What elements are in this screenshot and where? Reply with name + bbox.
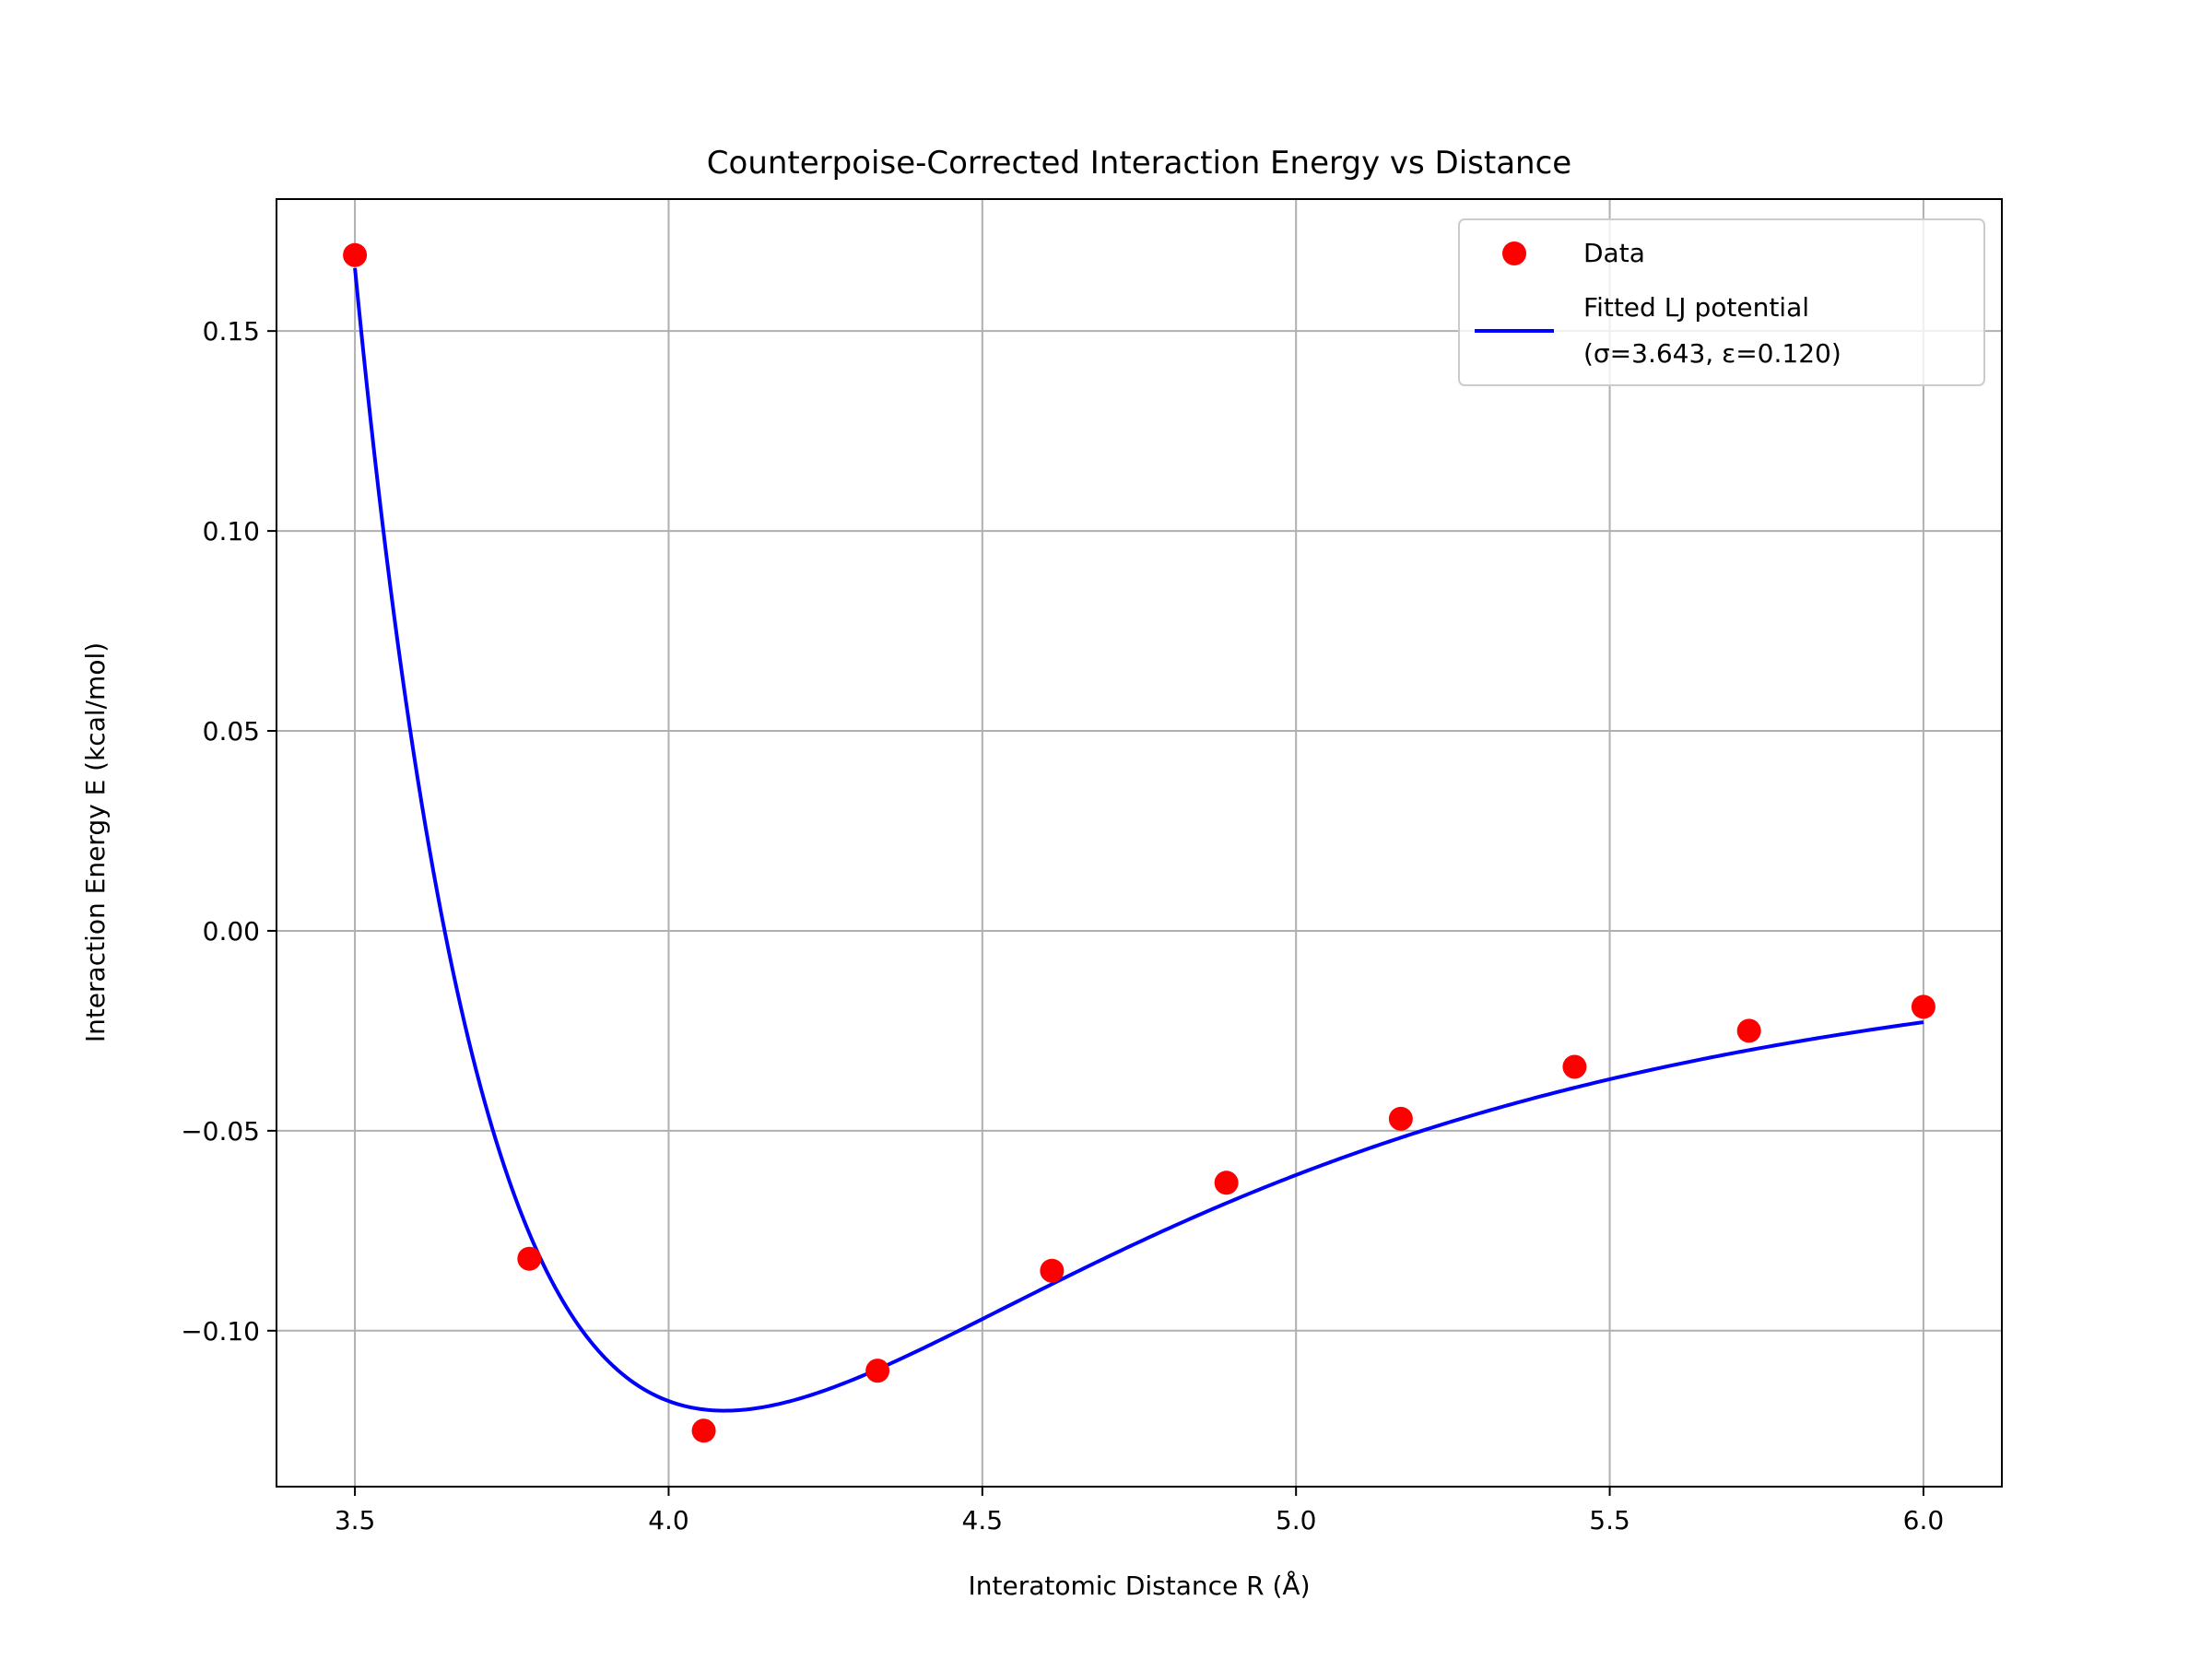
data-point: [1214, 1171, 1239, 1195]
y-tick-label: 0.00: [203, 916, 260, 947]
legend-fit-label-line2: (σ=3.643, ε=0.120): [1583, 338, 1841, 369]
y-tick-label: 0.10: [203, 516, 260, 547]
data-point: [1040, 1258, 1065, 1283]
legend-data-label: Data: [1583, 238, 1645, 268]
grid-lines: [276, 199, 2002, 1487]
y-tick-label: −0.10: [181, 1316, 260, 1347]
x-tick-label: 5.5: [1589, 1505, 1630, 1535]
data-point: [1736, 1018, 1761, 1043]
data-point: [1562, 1054, 1587, 1079]
legend-box: [1458, 218, 1985, 386]
data-point: [1911, 994, 1936, 1019]
x-tick-label: 4.0: [648, 1505, 689, 1535]
data-point: [1388, 1106, 1413, 1131]
y-tick-label: 0.05: [203, 716, 260, 747]
legend-data-marker: [1502, 241, 1526, 265]
data-point: [865, 1359, 890, 1383]
x-tick-label: 6.0: [1903, 1505, 1945, 1535]
y-tick-label: 0.15: [203, 316, 260, 347]
y-tick-label: −0.05: [181, 1116, 260, 1147]
x-tick-label: 5.0: [1276, 1505, 1317, 1535]
fit-line: [353, 267, 1924, 1413]
fit-line-layer: [353, 267, 1924, 1413]
axis-ticks: 3.5 4.0 4.5 5.0 5.5 6.0 −0.10 −0.05 0.00 0.05 0.10…: [181, 316, 1944, 1535]
x-tick-label: 4.5: [962, 1505, 1004, 1535]
data-point: [343, 242, 368, 267]
x-axis-label: Interatomic Distance R (Å): [968, 1570, 1310, 1601]
chart-title: Counterpoise-Corrected Interaction Energ…: [707, 145, 1571, 182]
y-axis-label: Interaction Energy E (kcal/mol): [80, 642, 111, 1042]
data-points-layer: [343, 242, 1936, 1443]
plot-area-frame: [276, 198, 2003, 1488]
legend: Data Fitted LJ potential (σ=3.643, ε=0.1…: [1458, 218, 1985, 386]
data-point: [691, 1418, 716, 1443]
x-tick-label: 3.5: [335, 1505, 376, 1535]
data-point: [517, 1246, 542, 1271]
legend-fit-label-line1: Fitted LJ potential: [1583, 292, 1809, 323]
